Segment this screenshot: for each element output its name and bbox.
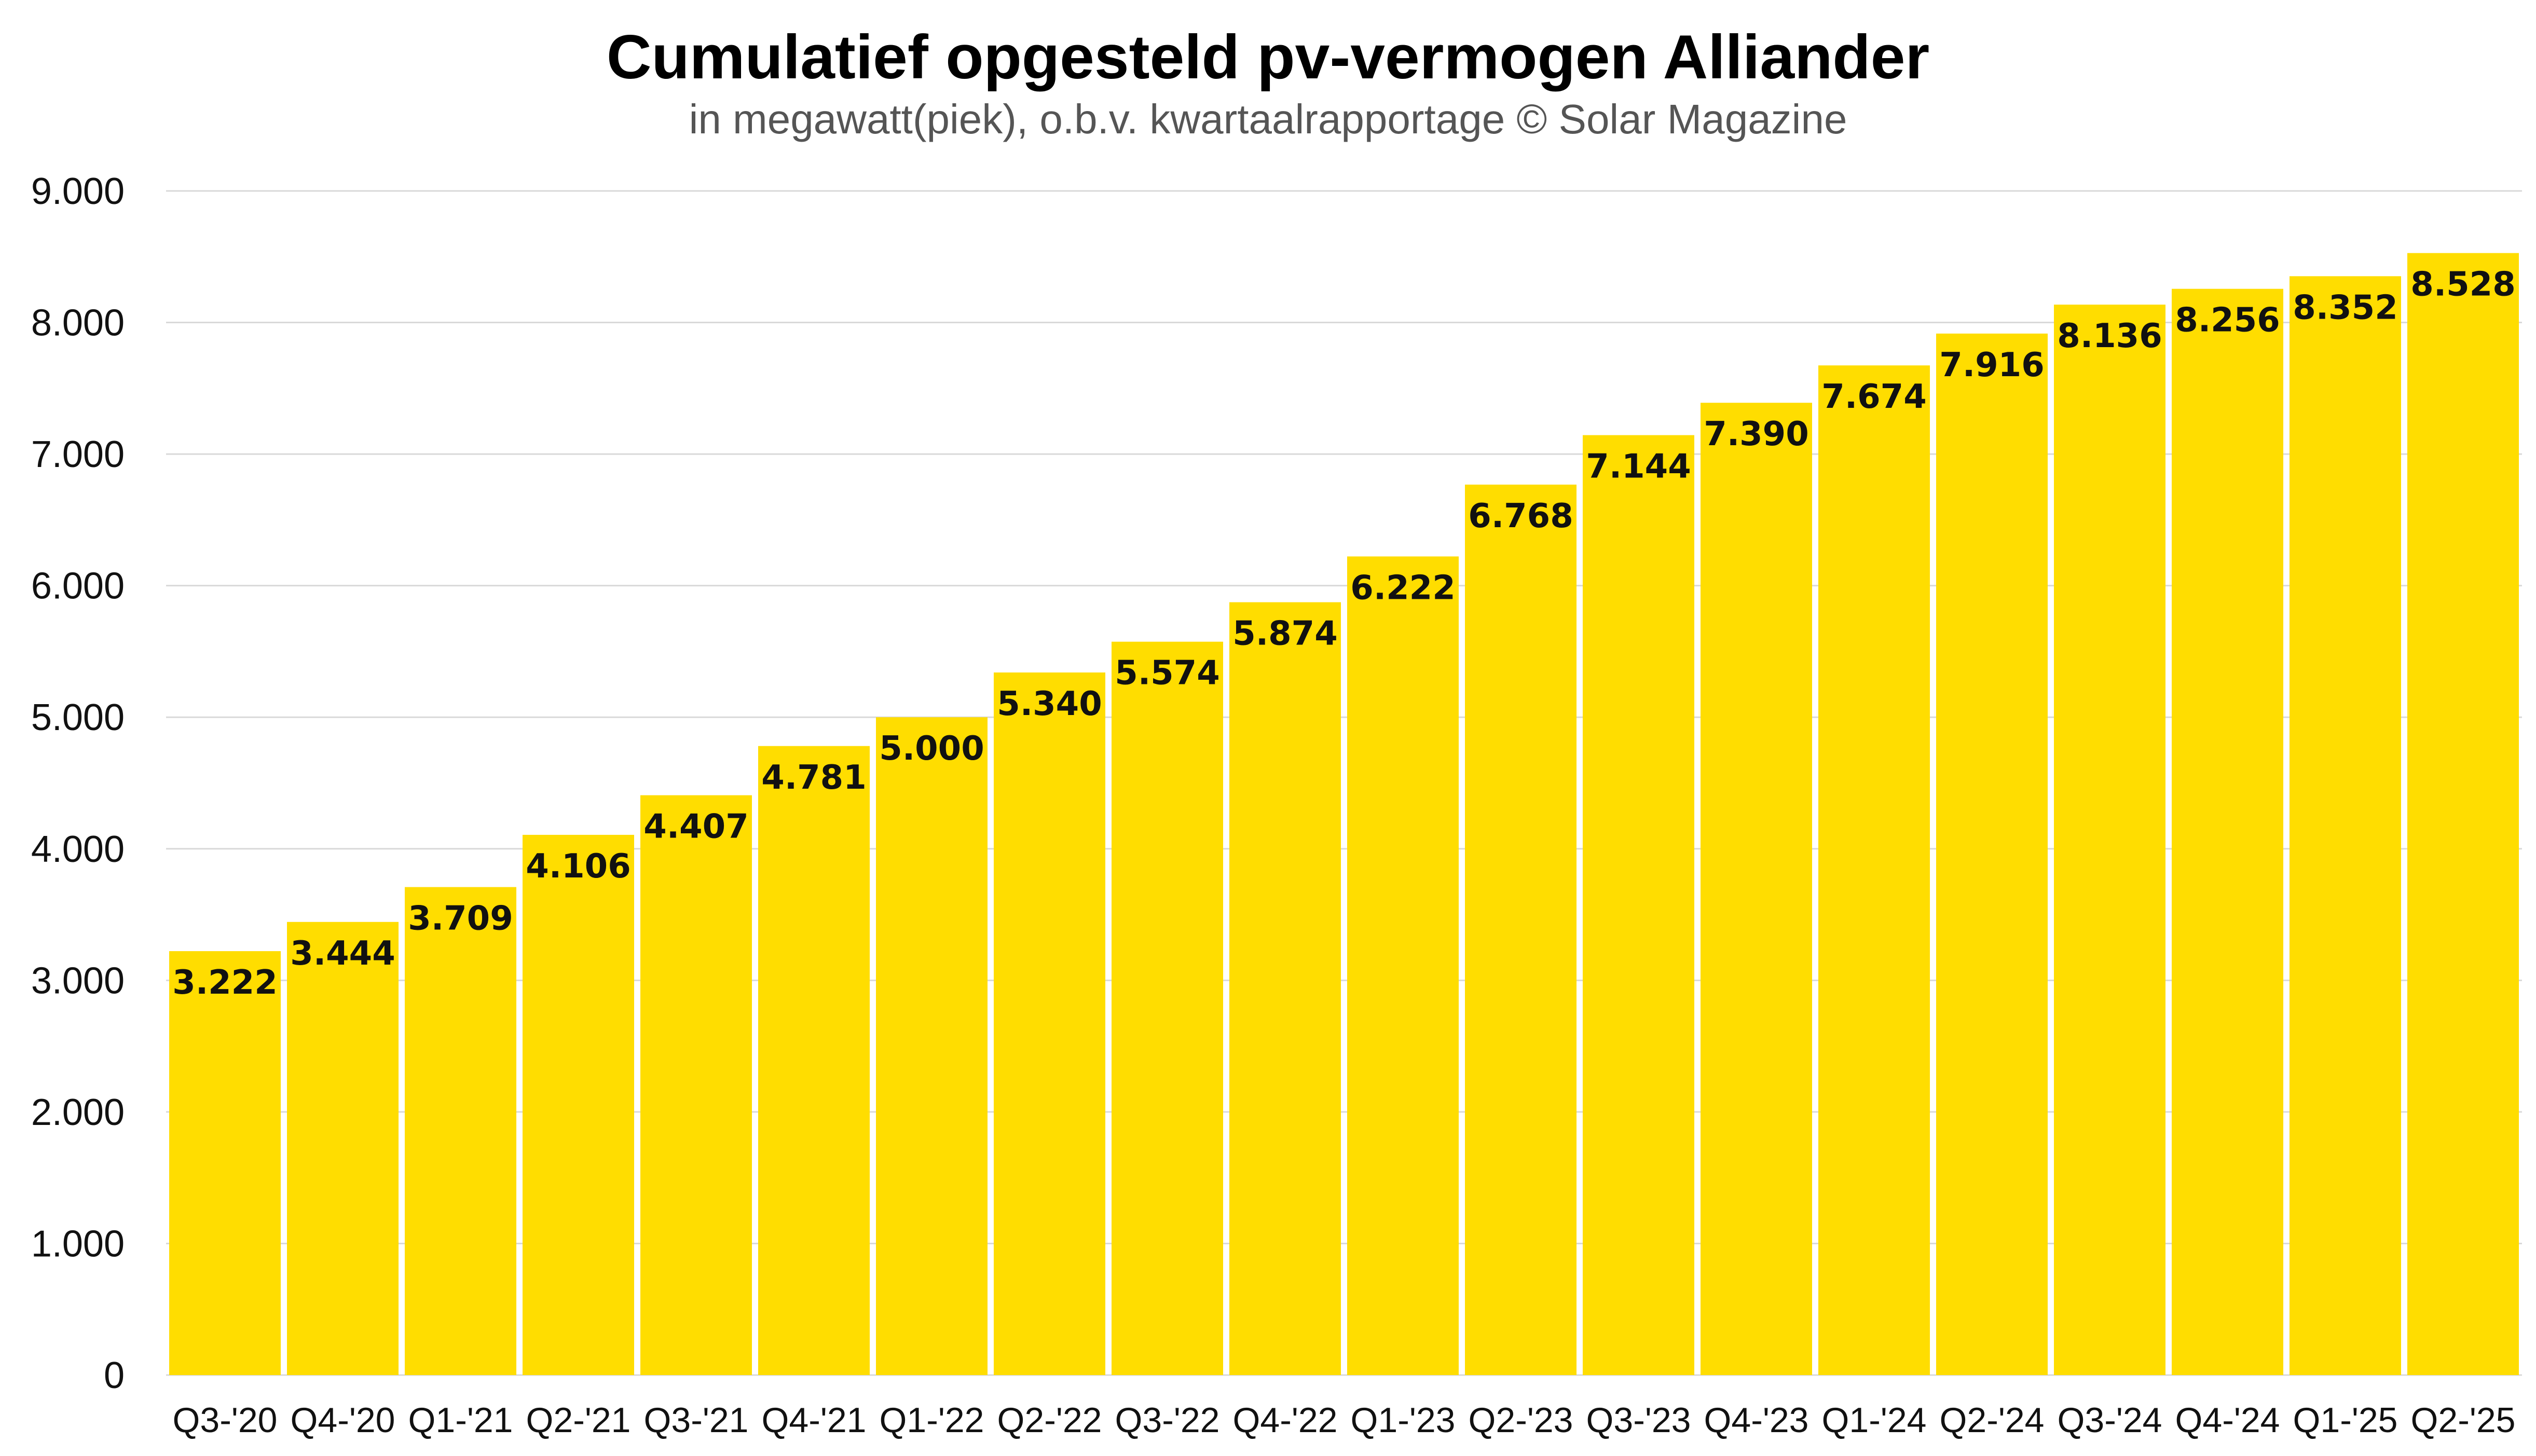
- x-tick-label: Q1-'24: [1822, 1400, 1927, 1440]
- bar: [1229, 602, 1341, 1375]
- bar: [1112, 641, 1223, 1375]
- x-tick-label: Q1-'21: [408, 1400, 513, 1440]
- x-tick-label: Q2-'22: [997, 1400, 1102, 1440]
- y-tick-label: 9.000: [31, 171, 125, 212]
- x-tick-label: Q3-'24: [2058, 1400, 2162, 1440]
- data-label: 4.407: [643, 808, 748, 846]
- bar: [1465, 484, 1577, 1375]
- data-label: 6.768: [1468, 497, 1573, 535]
- data-label: 8.528: [2410, 266, 2515, 304]
- bar: [758, 746, 870, 1375]
- data-label: 6.222: [1350, 569, 1455, 607]
- data-label: 3.444: [290, 935, 395, 973]
- y-axis-ticks: 0 1.000 2.000 3.000 4.000 5.000 6.000 7.000 8.00…: [31, 171, 125, 1396]
- bar: [1347, 556, 1459, 1375]
- x-tick-label: Q4-'22: [1233, 1400, 1338, 1440]
- chart-subtitle: in megawatt(piek), o.b.v. kwartaalrappor…: [689, 96, 1847, 142]
- data-label: 7.390: [1704, 415, 1808, 454]
- data-label: 8.256: [2175, 301, 2280, 340]
- x-tick-label: Q1-'25: [2293, 1400, 2398, 1440]
- data-label: 4.781: [761, 759, 866, 797]
- x-tick-label: Q2-'24: [1940, 1400, 2045, 1440]
- data-label: 7.144: [1586, 448, 1691, 486]
- bar: [994, 672, 1105, 1375]
- y-tick-label: 0: [104, 1355, 125, 1396]
- x-axis-ticks: Q3-'20 Q4-'20 Q1-'21 Q2-'21 Q3-'21 Q4-'21 Q1-'…: [173, 1400, 2516, 1440]
- x-tick-label: Q4-'20: [291, 1400, 395, 1440]
- bar: [640, 795, 752, 1375]
- data-label: 7.916: [1939, 346, 2044, 384]
- bar: [2407, 253, 2519, 1375]
- x-tick-label: Q3-'20: [173, 1400, 278, 1440]
- data-label: 3.222: [172, 964, 277, 1002]
- bar: [1936, 333, 2048, 1375]
- bar: [169, 951, 281, 1375]
- bar: [2054, 305, 2165, 1375]
- bar: [405, 887, 516, 1375]
- chart-title: Cumulatief opgesteld pv-vermogen Alliand…: [606, 22, 1930, 92]
- y-tick-label: 3.000: [31, 960, 125, 1001]
- x-tick-label: Q4-'24: [2175, 1400, 2280, 1440]
- y-tick-label: 4.000: [31, 829, 125, 870]
- bar: [523, 834, 634, 1375]
- data-label: 3.709: [408, 900, 513, 938]
- bar: [287, 922, 399, 1375]
- data-labels: 3.222 3.444 3.709 4.106 4.407 4.781 5.000 5.340…: [172, 266, 2515, 1002]
- x-tick-label: Q1-'23: [1351, 1400, 1456, 1440]
- x-tick-label: Q3-'21: [644, 1400, 749, 1440]
- bar: [1818, 365, 1930, 1376]
- data-label: 5.000: [879, 730, 984, 768]
- data-label: 8.352: [2293, 289, 2397, 327]
- x-tick-label: Q3-'23: [1586, 1400, 1691, 1440]
- x-tick-label: Q3-'22: [1115, 1400, 1220, 1440]
- y-tick-label: 8.000: [31, 303, 125, 344]
- bar: [1701, 403, 1812, 1376]
- y-tick-label: 1.000: [31, 1223, 125, 1265]
- y-tick-label: 2.000: [31, 1092, 125, 1133]
- x-tick-label: Q4-'23: [1704, 1400, 1809, 1440]
- x-tick-label: Q2-'21: [526, 1400, 631, 1440]
- bar: [1583, 435, 1694, 1375]
- data-label: 5.574: [1115, 654, 1219, 693]
- y-tick-label: 5.000: [31, 697, 125, 738]
- y-tick-label: 6.000: [31, 566, 125, 607]
- x-tick-label: Q2-'25: [2411, 1400, 2516, 1440]
- data-label: 4.106: [526, 847, 630, 886]
- grid-lines: [166, 190, 2522, 1376]
- y-tick-label: 7.000: [31, 434, 125, 475]
- x-tick-label: Q1-'22: [880, 1400, 984, 1440]
- data-label: 5.874: [1232, 615, 1337, 653]
- bar: [2290, 276, 2401, 1376]
- bars: [169, 253, 2519, 1376]
- bar: [876, 717, 988, 1375]
- data-label: 5.340: [997, 685, 1102, 723]
- x-tick-label: Q4-'21: [762, 1400, 867, 1440]
- data-label: 7.674: [1821, 378, 1926, 416]
- x-tick-label: Q2-'23: [1469, 1400, 1573, 1440]
- data-label: 8.136: [2057, 317, 2162, 355]
- bar: [2172, 289, 2283, 1376]
